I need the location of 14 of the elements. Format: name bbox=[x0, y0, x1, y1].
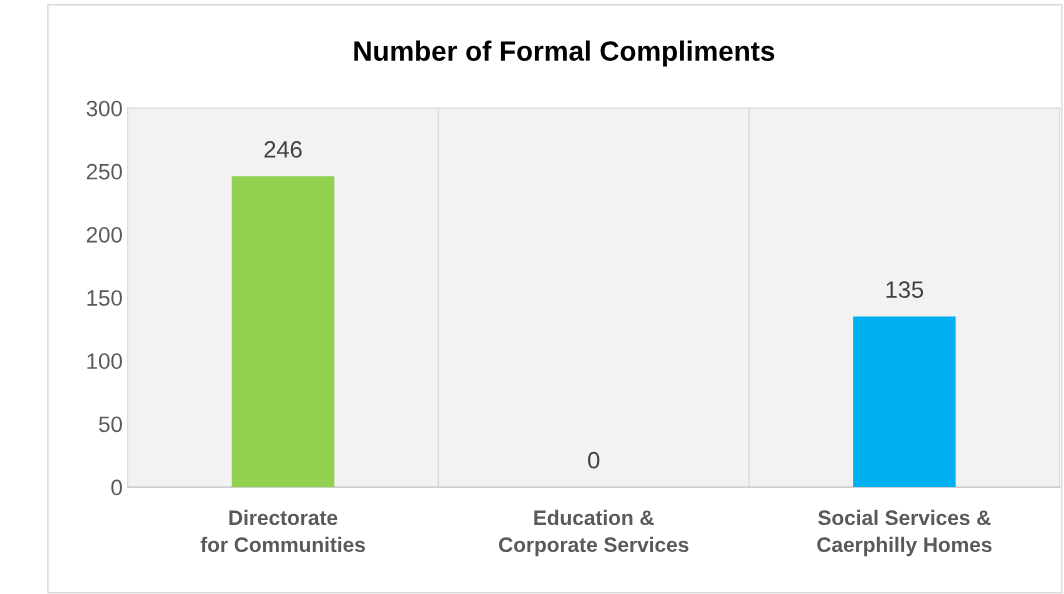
y-tick-label: 50 bbox=[98, 416, 122, 433]
y-tick-label: 100 bbox=[87, 353, 122, 370]
chart-title: Number of Formal Compliments bbox=[354, 40, 775, 67]
y-tick-label: 250 bbox=[86, 163, 122, 180]
x-tick-label: Social Services & Caerphilly Homes bbox=[817, 509, 992, 557]
data-label: 0 bbox=[588, 451, 600, 469]
x-tick-label: Education & Corporate Services bbox=[499, 509, 689, 557]
x-tick-label: Directorate for Communities bbox=[200, 509, 365, 553]
data-label: 246 bbox=[264, 141, 302, 158]
y-tick-label: 150 bbox=[87, 290, 122, 306]
data-label: 135 bbox=[886, 281, 924, 298]
y-tick-label: 300 bbox=[86, 100, 122, 117]
y-tick-label: 0 bbox=[111, 479, 122, 496]
y-tick-label: 200 bbox=[86, 226, 122, 243]
